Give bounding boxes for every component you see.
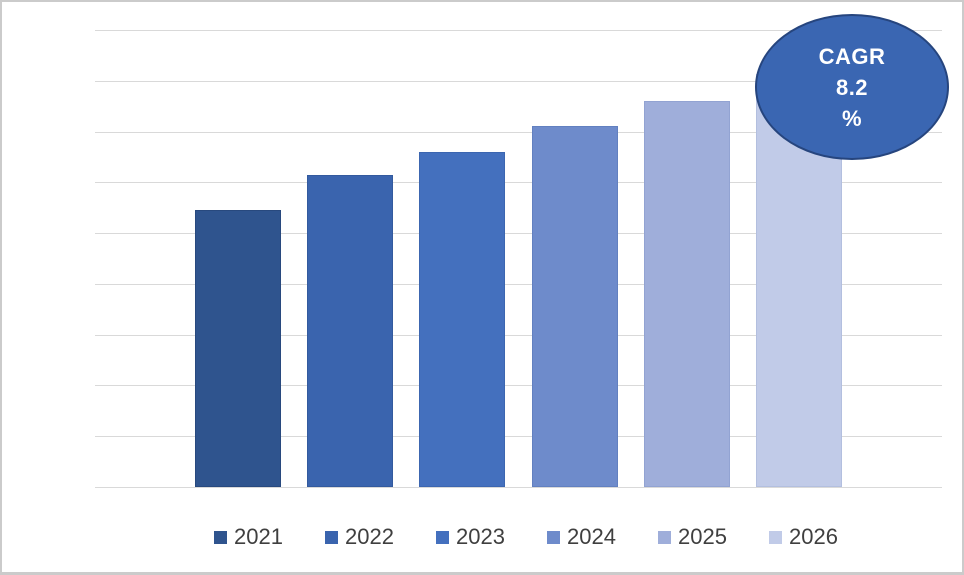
bar-2022	[307, 174, 394, 487]
gridline	[95, 436, 942, 438]
cagr-badge: CAGR 8.2 %	[755, 14, 949, 160]
bar-2023	[419, 151, 506, 487]
legend-label-2024: 2024	[567, 524, 616, 549]
gridline	[95, 80, 942, 82]
legend-swatch-2025	[658, 530, 671, 544]
cagr-badge-line2: 8.2	[835, 74, 869, 100]
legend-label-2021: 2021	[234, 524, 283, 549]
legend-swatch-2022	[325, 530, 338, 544]
legend-label-2025: 2025	[678, 524, 727, 549]
legend-swatch-2023	[436, 530, 449, 544]
gridline	[95, 283, 942, 285]
bar-2024	[531, 126, 618, 487]
gridline	[95, 30, 942, 31]
legend-label-2026: 2026	[789, 524, 838, 549]
gridline	[95, 182, 942, 184]
legend-item-2025: 2025	[658, 523, 727, 551]
gridline	[95, 233, 942, 235]
legend-swatch-2021	[214, 530, 227, 544]
gridline	[95, 385, 942, 387]
cagr-badge-line3: %	[841, 105, 863, 131]
bar-2021	[195, 210, 281, 487]
gridline	[95, 131, 942, 133]
cagr-badge-line1: CAGR	[818, 43, 886, 69]
legend-label-2022: 2022	[345, 524, 394, 549]
legend-swatch-2026	[769, 530, 782, 544]
legend-swatch-2024	[547, 530, 560, 544]
legend-item-2022: 2022	[325, 523, 394, 551]
legend-item-2023: 2023	[436, 523, 505, 551]
gridline	[95, 334, 942, 336]
bar-2025	[643, 101, 730, 487]
legend-item-2024: 2024	[547, 523, 616, 551]
legend-item-2021: 2021	[214, 523, 283, 551]
legend-label-2023: 2023	[456, 524, 505, 549]
legend-item-2026: 2026	[769, 523, 838, 551]
x-axis-line	[95, 487, 942, 488]
